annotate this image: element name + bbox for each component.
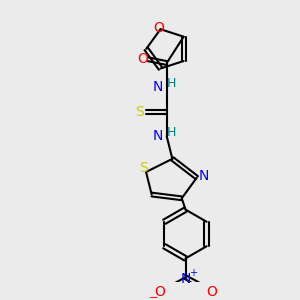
Text: S: S	[135, 105, 144, 119]
Text: N: N	[152, 80, 163, 94]
Text: N: N	[180, 272, 191, 286]
Text: O: O	[137, 52, 148, 66]
Text: +: +	[189, 268, 197, 278]
Text: N: N	[199, 169, 209, 183]
Text: N: N	[152, 129, 163, 143]
Text: H: H	[167, 126, 176, 139]
Text: O: O	[206, 285, 217, 299]
Text: O: O	[153, 21, 164, 35]
Text: S: S	[139, 161, 148, 175]
Text: O: O	[155, 285, 166, 299]
Text: H: H	[167, 77, 176, 90]
Text: −: −	[149, 293, 158, 300]
